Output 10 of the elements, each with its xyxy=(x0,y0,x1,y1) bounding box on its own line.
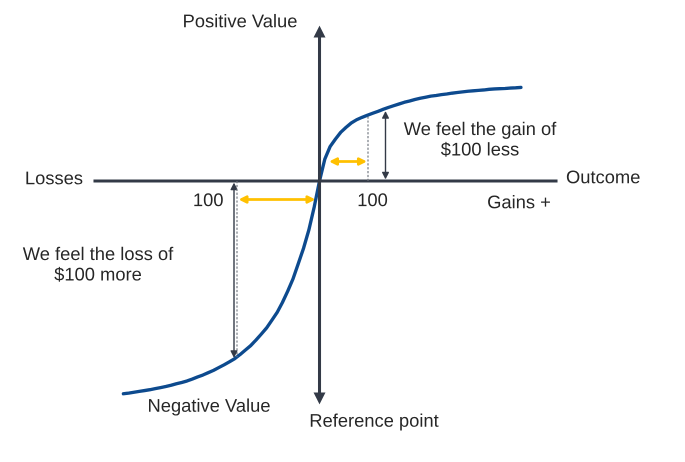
annotation: Gains + xyxy=(488,194,550,208)
annotation: We feel the loss of $100 more xyxy=(22,246,174,282)
x-axis-title: Outcome xyxy=(566,170,640,184)
x-tick-label: 100 xyxy=(194,193,223,206)
annotation: We feel the gain of $100 less xyxy=(404,122,556,157)
text: Negative Value xyxy=(149,398,270,416)
text: Reference point xyxy=(310,413,439,431)
x-tick-label: 100 xyxy=(358,193,388,206)
y-axis-title: Positive Value xyxy=(184,14,297,28)
text: Losses xyxy=(26,172,82,184)
